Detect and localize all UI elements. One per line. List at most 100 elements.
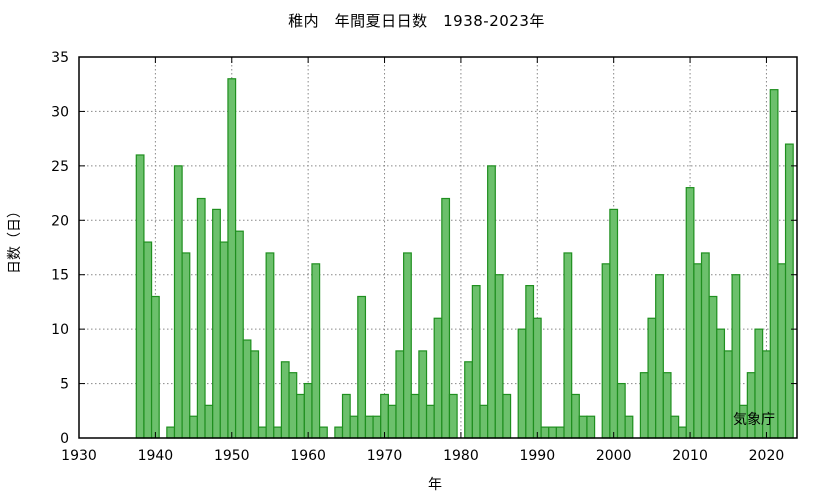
- bar-1959: [296, 393, 305, 439]
- x-tick-label: 1980: [443, 448, 479, 464]
- bar-1970: [380, 393, 389, 439]
- bars: [135, 78, 794, 439]
- y-tick-label: 30: [51, 104, 69, 120]
- chart-title: 稚内 年間夏日日数 1938-2023年: [288, 12, 545, 30]
- bar-2004: [639, 372, 649, 439]
- bar-1968: [364, 415, 374, 439]
- bar-2005: [647, 317, 657, 439]
- bar-2007: [662, 372, 672, 439]
- y-axis-label: 日数（日）: [7, 204, 23, 274]
- y-tick-label: 15: [51, 268, 69, 284]
- bar-2021: [769, 89, 779, 439]
- bar-2001: [616, 382, 626, 439]
- bar-1991: [540, 426, 550, 439]
- bar-1982: [471, 285, 481, 439]
- bar-1994: [563, 252, 573, 439]
- plot-frame: [78, 56, 798, 439]
- x-tick-label: 1950: [214, 448, 250, 464]
- bar-1938: [135, 154, 145, 439]
- bar-1960: [303, 382, 313, 439]
- bar-1988: [517, 328, 527, 439]
- bar-1954: [257, 426, 267, 439]
- bar-1976: [425, 404, 435, 439]
- bar-1952: [242, 339, 252, 439]
- x-tick-label: 2020: [749, 448, 785, 464]
- bar-1964: [334, 426, 344, 439]
- y-tick-label: 5: [60, 377, 69, 393]
- bar-2000: [609, 208, 619, 439]
- bar-1974: [410, 393, 420, 439]
- bar-1990: [532, 317, 542, 439]
- bar-1979: [448, 393, 458, 439]
- bar-2002: [624, 415, 634, 439]
- bar-2012: [700, 252, 710, 439]
- bar-2008: [670, 415, 680, 439]
- x-axis-label: 年: [428, 477, 442, 493]
- bar-2010: [685, 187, 695, 439]
- bar-2009: [678, 426, 687, 439]
- bar-1973: [403, 252, 412, 439]
- bar-1972: [395, 350, 405, 439]
- bar-1940: [150, 295, 160, 439]
- bar-1971: [387, 404, 397, 439]
- bar-1945: [189, 415, 198, 439]
- bar-1996: [578, 415, 588, 439]
- x-tick-label: 1930: [61, 448, 97, 464]
- bar-1939: [143, 241, 153, 439]
- bar-1957: [280, 361, 290, 439]
- y-tick-label: 35: [51, 50, 69, 66]
- bar-1995: [571, 393, 580, 439]
- bar-1946: [196, 197, 206, 439]
- x-tick-label: 1990: [519, 448, 555, 464]
- bar-1978: [441, 197, 451, 439]
- bar-1943: [173, 165, 183, 439]
- bar-2011: [693, 263, 703, 439]
- bar-2013: [708, 295, 718, 439]
- bar-1949: [219, 241, 229, 439]
- bar-1950: [227, 78, 237, 439]
- y-tick-label: 0: [60, 431, 69, 447]
- bar-2015: [723, 350, 733, 439]
- bar-1958: [288, 372, 298, 439]
- bar-1985: [494, 274, 504, 439]
- bar-1953: [250, 350, 260, 439]
- y-tick-label: 25: [51, 159, 69, 175]
- bar-1993: [555, 426, 565, 439]
- bar-1997: [586, 415, 596, 439]
- credit-label: 気象庁: [733, 412, 775, 428]
- axis-ticks: 1930 1940 1950 1960 1970 1980 1990 2000 2010 2020…: [51, 50, 797, 464]
- bar-1986: [502, 393, 512, 439]
- bar-1966: [349, 415, 359, 439]
- bar-1961: [311, 263, 321, 439]
- bar-1975: [418, 350, 428, 439]
- bar-1956: [273, 426, 283, 439]
- bar-1967: [357, 295, 367, 439]
- bar-2006: [655, 274, 664, 439]
- bar-2023: [784, 143, 794, 439]
- x-tick-label: 1960: [290, 448, 326, 464]
- bar-1944: [181, 252, 191, 439]
- bar-1955: [265, 252, 275, 439]
- y-tick-label: 20: [51, 213, 69, 229]
- x-tick-label: 1970: [367, 448, 403, 464]
- bar-2022: [777, 263, 787, 439]
- bar-1962: [319, 426, 328, 439]
- x-tick-label: 2010: [672, 448, 708, 464]
- bar-1981: [464, 361, 473, 439]
- x-tick-label: 1940: [138, 448, 174, 464]
- bar-1989: [525, 285, 535, 439]
- bar-1984: [487, 165, 496, 439]
- bar-1948: [212, 208, 221, 439]
- bar-1951: [234, 230, 244, 439]
- bar-2014: [716, 328, 726, 439]
- x-tick-label: 2000: [596, 448, 632, 464]
- y-tick-label: 10: [51, 322, 69, 338]
- bar-1969: [372, 415, 382, 439]
- bar-1992: [548, 426, 558, 439]
- bar-1942: [166, 426, 176, 439]
- bar-1965: [341, 393, 351, 439]
- bar-1977: [433, 317, 443, 439]
- bar-1947: [204, 404, 214, 439]
- bar-1983: [479, 404, 489, 439]
